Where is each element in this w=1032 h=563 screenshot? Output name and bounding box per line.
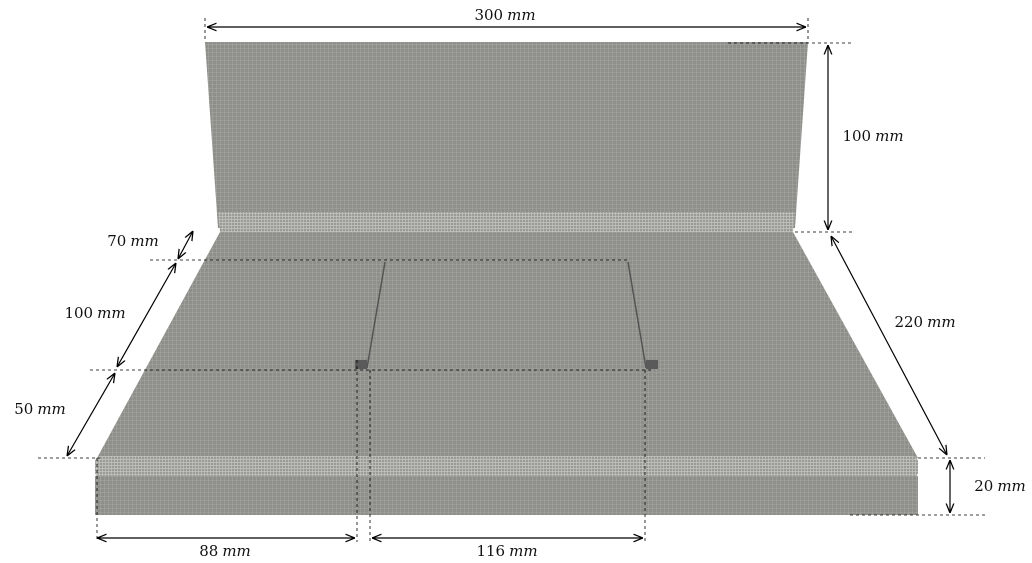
fillet-back xyxy=(218,212,795,232)
dimension-unit: mm xyxy=(222,542,250,560)
dimension-unit: mm xyxy=(130,232,158,250)
dimension-unit: mm xyxy=(927,313,955,331)
marker-block xyxy=(646,360,658,369)
dimension-value: 100 xyxy=(64,304,93,322)
dimension-value: 300 xyxy=(474,6,503,24)
diagram: 300mm 100mm 70mm 100mm 50mm 220mm 20mm 8… xyxy=(0,0,1032,563)
dimension-value: 70 xyxy=(107,232,126,250)
dimension-unit: mm xyxy=(509,542,537,560)
dimension-unit: mm xyxy=(875,127,903,145)
floor xyxy=(97,232,918,458)
dimension-unit: mm xyxy=(37,400,65,418)
back-wall xyxy=(205,42,808,228)
dimension-value: 88 xyxy=(199,542,218,560)
dimension-unit: mm xyxy=(997,477,1025,495)
dimension-value: 20 xyxy=(974,477,993,495)
dimension-value: 100 xyxy=(842,127,871,145)
dimension-unit: mm xyxy=(97,304,125,322)
dimension-unit: mm xyxy=(507,6,535,24)
front-fillet xyxy=(95,456,918,478)
dimension-value: 116 xyxy=(476,542,505,560)
dimension-value: 220 xyxy=(894,313,923,331)
dimension-value: 50 xyxy=(14,400,33,418)
front-lip xyxy=(95,476,918,515)
